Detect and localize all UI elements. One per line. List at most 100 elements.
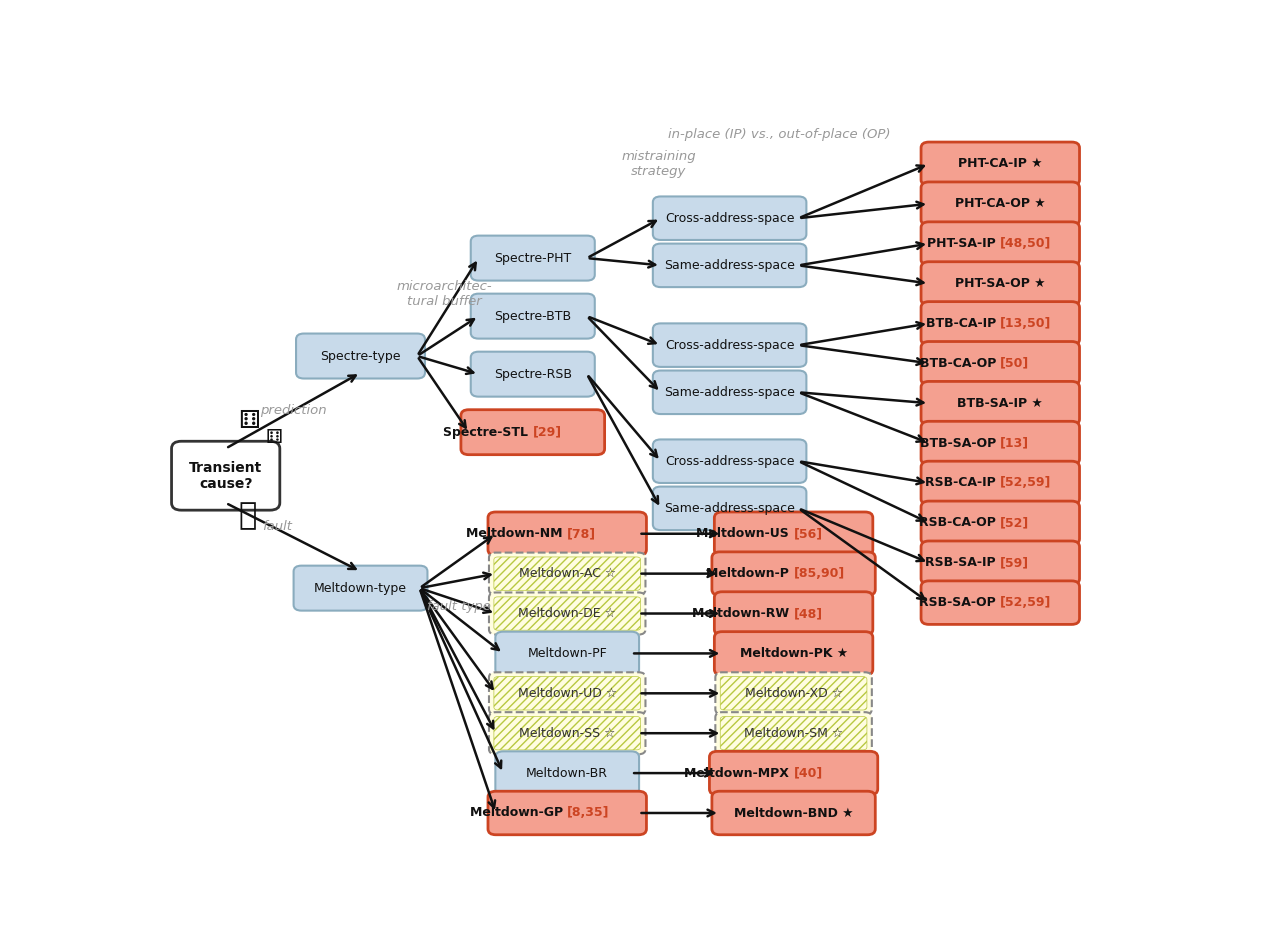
Text: RSB-SA-IP: RSB-SA-IP	[926, 556, 1001, 569]
FancyBboxPatch shape	[471, 351, 594, 397]
FancyBboxPatch shape	[488, 791, 646, 835]
Text: Meltdown-BR: Meltdown-BR	[526, 767, 608, 780]
Text: [40]: [40]	[794, 767, 823, 780]
Text: [48]: [48]	[794, 607, 823, 620]
Text: PHT-SA-OP ★: PHT-SA-OP ★	[955, 277, 1045, 290]
Text: Meltdown-P: Meltdown-P	[706, 567, 794, 580]
Text: mistraining
strategy: mistraining strategy	[621, 150, 696, 178]
FancyBboxPatch shape	[293, 565, 428, 610]
FancyBboxPatch shape	[921, 501, 1080, 544]
Text: [78]: [78]	[568, 528, 597, 541]
Text: [13]: [13]	[1001, 436, 1030, 449]
Text: [13,50]: [13,50]	[1001, 317, 1052, 330]
FancyBboxPatch shape	[715, 712, 871, 755]
FancyBboxPatch shape	[714, 592, 872, 635]
Text: [8,35]: [8,35]	[568, 806, 610, 820]
FancyBboxPatch shape	[921, 581, 1080, 625]
Text: [52]: [52]	[1001, 516, 1030, 529]
FancyBboxPatch shape	[653, 244, 806, 287]
FancyBboxPatch shape	[712, 791, 875, 835]
Text: BTB-CA-OP: BTB-CA-OP	[919, 357, 1001, 370]
Text: [56]: [56]	[794, 528, 823, 541]
Text: [29]: [29]	[533, 426, 561, 439]
Text: BTB-CA-IP: BTB-CA-IP	[926, 317, 1001, 330]
Text: in-place (IP) vs., out-of-place (OP): in-place (IP) vs., out-of-place (OP)	[668, 128, 890, 141]
FancyBboxPatch shape	[495, 752, 639, 795]
FancyBboxPatch shape	[921, 421, 1080, 464]
Text: Meltdown-type: Meltdown-type	[314, 581, 406, 594]
FancyBboxPatch shape	[921, 541, 1080, 584]
FancyBboxPatch shape	[921, 222, 1080, 266]
FancyBboxPatch shape	[653, 197, 806, 240]
Text: Meltdown-PK ★: Meltdown-PK ★	[739, 647, 847, 660]
FancyBboxPatch shape	[921, 342, 1080, 385]
Text: Cross-address-space: Cross-address-space	[665, 212, 794, 225]
FancyBboxPatch shape	[471, 236, 594, 281]
FancyBboxPatch shape	[489, 673, 645, 714]
Text: fault type: fault type	[427, 600, 491, 613]
Text: Meltdown-NM: Meltdown-NM	[466, 528, 568, 541]
FancyBboxPatch shape	[495, 632, 639, 675]
FancyBboxPatch shape	[921, 301, 1080, 345]
Text: ⚅: ⚅	[239, 409, 260, 432]
Text: Same-address-space: Same-address-space	[664, 386, 795, 398]
Text: Spectre-RSB: Spectre-RSB	[494, 367, 572, 381]
Text: Meltdown-SM ☆: Meltdown-SM ☆	[744, 726, 843, 739]
FancyBboxPatch shape	[296, 333, 425, 379]
FancyBboxPatch shape	[714, 512, 872, 556]
FancyBboxPatch shape	[471, 294, 594, 338]
Text: Spectre-STL: Spectre-STL	[443, 426, 533, 439]
Text: [52,59]: [52,59]	[1001, 596, 1052, 609]
Text: Meltdown-DE ☆: Meltdown-DE ☆	[518, 607, 616, 620]
FancyBboxPatch shape	[489, 553, 645, 594]
Text: Cross-address-space: Cross-address-space	[665, 455, 794, 468]
Text: ⛔: ⛔	[239, 501, 257, 530]
Text: Spectre-type: Spectre-type	[320, 349, 401, 363]
Text: Meltdown-SS ☆: Meltdown-SS ☆	[519, 726, 616, 739]
Text: Spectre-BTB: Spectre-BTB	[494, 310, 572, 323]
Text: Meltdown-UD ☆: Meltdown-UD ☆	[518, 687, 617, 700]
Text: BTB-SA-IP ★: BTB-SA-IP ★	[958, 397, 1043, 410]
FancyBboxPatch shape	[461, 410, 605, 455]
Text: PHT-SA-IP: PHT-SA-IP	[927, 237, 1001, 251]
FancyBboxPatch shape	[921, 182, 1080, 225]
FancyBboxPatch shape	[653, 439, 806, 483]
FancyBboxPatch shape	[921, 142, 1080, 186]
FancyBboxPatch shape	[921, 262, 1080, 305]
Text: [48,50]: [48,50]	[1001, 237, 1052, 251]
FancyBboxPatch shape	[714, 632, 872, 675]
Text: Meltdown-XD ☆: Meltdown-XD ☆	[744, 687, 842, 700]
Text: prediction: prediction	[260, 404, 326, 417]
FancyBboxPatch shape	[489, 593, 645, 635]
Text: Same-address-space: Same-address-space	[664, 502, 795, 515]
FancyBboxPatch shape	[921, 382, 1080, 425]
FancyBboxPatch shape	[171, 441, 279, 511]
FancyBboxPatch shape	[921, 462, 1080, 505]
Text: [50]: [50]	[1001, 357, 1030, 370]
Text: Meltdown-MPX: Meltdown-MPX	[685, 767, 794, 780]
Text: RSB-SA-OP: RSB-SA-OP	[919, 596, 1001, 609]
Text: fault: fault	[262, 520, 292, 533]
Text: RSB-CA-OP: RSB-CA-OP	[919, 516, 1001, 529]
Text: [59]: [59]	[1001, 556, 1030, 569]
FancyBboxPatch shape	[712, 552, 875, 595]
FancyBboxPatch shape	[653, 487, 806, 530]
Text: microarchitec-
tural buffer: microarchitec- tural buffer	[396, 281, 491, 308]
Text: Meltdown-PF: Meltdown-PF	[527, 647, 607, 660]
Text: RSB-CA-IP: RSB-CA-IP	[925, 477, 1001, 490]
Text: Cross-address-space: Cross-address-space	[665, 338, 794, 351]
Text: ⚅: ⚅	[265, 428, 282, 447]
FancyBboxPatch shape	[489, 712, 645, 755]
Text: Transient
cause?: Transient cause?	[189, 461, 263, 491]
Text: [85,90]: [85,90]	[794, 567, 845, 580]
FancyBboxPatch shape	[653, 370, 806, 414]
FancyBboxPatch shape	[488, 512, 646, 556]
FancyBboxPatch shape	[653, 323, 806, 366]
Text: [52,59]: [52,59]	[1001, 477, 1052, 490]
Text: Meltdown-RW: Meltdown-RW	[692, 607, 794, 620]
Text: Meltdown-GP: Meltdown-GP	[470, 806, 568, 820]
Text: Meltdown-AC ☆: Meltdown-AC ☆	[518, 567, 616, 580]
Text: Spectre-PHT: Spectre-PHT	[494, 252, 572, 265]
Text: Same-address-space: Same-address-space	[664, 259, 795, 272]
Text: PHT-CA-OP ★: PHT-CA-OP ★	[955, 197, 1045, 210]
